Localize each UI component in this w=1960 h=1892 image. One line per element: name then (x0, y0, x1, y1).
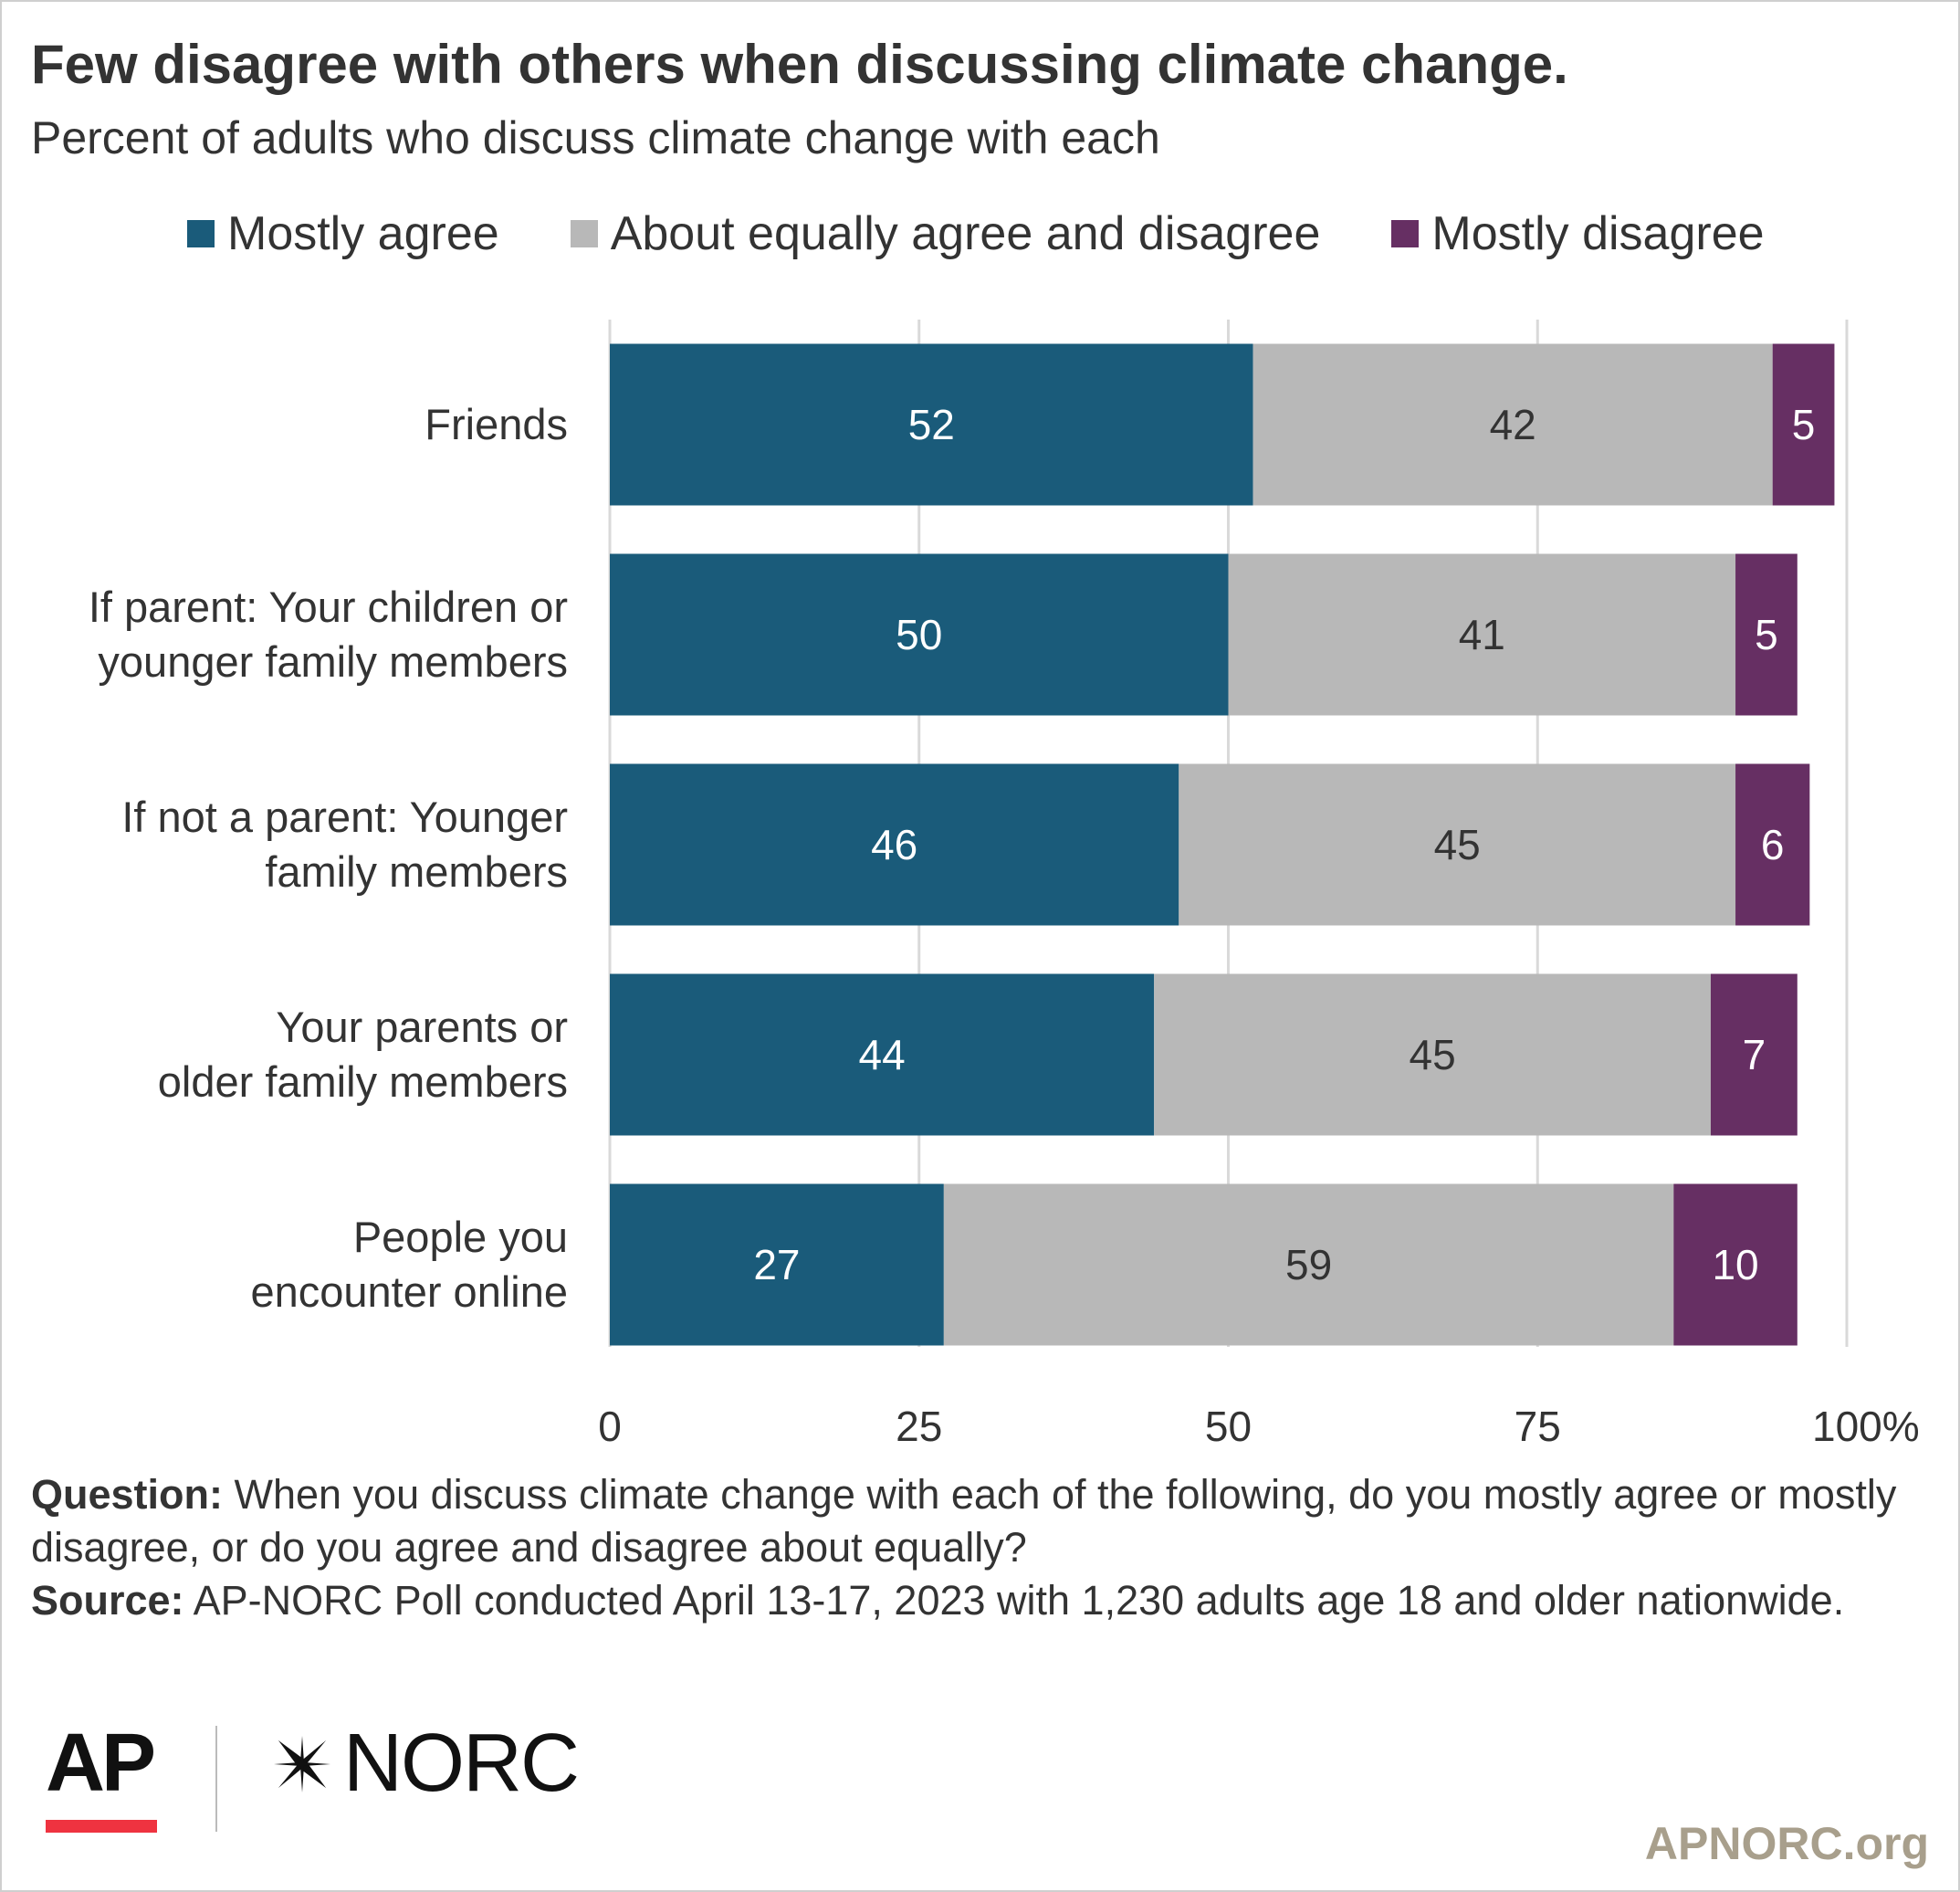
bar-mostly-agree-3 (610, 973, 1155, 1136)
x-tick-label-25: 25 (896, 1403, 942, 1450)
category-labels: Friends If parent: Your children or younge… (89, 400, 568, 1316)
norc-star-icon (274, 1735, 330, 1792)
source-text: AP-NORC Poll conducted April 13-17, 2023… (183, 1577, 1845, 1624)
value-label-mostly-agree-3: 44 (859, 1031, 906, 1078)
source-label: Source: (31, 1577, 184, 1624)
bar-mostly-disagree-0 (1772, 343, 1835, 506)
legend-label-mostly-disagree: Mostly disagree (1431, 207, 1765, 260)
legend-item-about-equally: About equally agree and disagree (570, 206, 1321, 261)
x-tick-label-100: 100% (1812, 1403, 1920, 1450)
chart-notes: Question: When you discuss climate chang… (31, 1468, 1912, 1627)
bar-about-equally-agree-and-disagree-1 (1228, 553, 1736, 716)
legend-item-mostly-agree: Mostly agree (187, 206, 499, 261)
logo-divider (215, 1726, 217, 1832)
ap-logo-underline (46, 1820, 157, 1833)
question-text: When you discuss climate change with eac… (31, 1471, 1897, 1571)
category-label-2-line-0: If not a parent: Younger (121, 793, 568, 841)
value-label-mostly-agree-1: 50 (896, 611, 942, 658)
value-label-mostly-disagree-4: 10 (1712, 1241, 1758, 1288)
stacked-bar-chart: 52 42 5 50 41 5 46 45 6 44 45 7 27 59 10 Friends If par… (89, 320, 1920, 1450)
bar-about-equally-agree-and-disagree-3 (1154, 973, 1711, 1136)
source-note: Source: AP-NORC Poll conducted April 13-… (31, 1574, 1912, 1627)
chart-title: Few disagree with others when discussing… (31, 34, 1568, 95)
category-label-1-line-1: younger family members (98, 637, 568, 686)
value-label-about-equally-agree-and-disagree-2: 45 (1434, 821, 1481, 868)
value-label-mostly-disagree-3: 7 (1743, 1031, 1766, 1078)
category-label-3-line-1: older family members (158, 1057, 568, 1106)
bar-mostly-disagree-4 (1673, 1183, 1798, 1346)
value-label-mostly-agree-0: 52 (908, 401, 955, 448)
norc-logo-text: NORC (343, 1718, 580, 1809)
legend-label-mostly-agree: Mostly agree (227, 207, 499, 260)
category-label-4-line-1: encounter online (250, 1267, 568, 1316)
bar-about-equally-agree-and-disagree-4 (943, 1183, 1674, 1346)
chart-subtitle: Percent of adults who discuss climate ch… (31, 112, 1160, 163)
value-label-mostly-agree-4: 27 (753, 1241, 800, 1288)
bar-mostly-agree-1 (610, 553, 1229, 716)
legend-swatch-about-equally (570, 220, 598, 247)
x-tick-label-50: 50 (1205, 1403, 1252, 1450)
bar-mostly-disagree-1 (1735, 553, 1798, 716)
legend-label-about-equally: About equally agree and disagree (610, 207, 1321, 260)
value-label-about-equally-agree-and-disagree-1: 41 (1459, 611, 1505, 658)
value-label-mostly-disagree-1: 5 (1755, 611, 1778, 658)
norc-logo: NORC (265, 1717, 580, 1811)
category-label-4-line-0: People you (353, 1213, 568, 1261)
website-link[interactable]: APNORC.org (1644, 1818, 1929, 1869)
bar-mostly-agree-0 (610, 343, 1253, 506)
value-label-mostly-disagree-0: 5 (1792, 401, 1816, 448)
x-tick-label-75: 75 (1515, 1403, 1561, 1450)
category-label-0-line-0: Friends (424, 400, 568, 448)
x-tick-label-0: 0 (598, 1403, 622, 1450)
value-label-about-equally-agree-and-disagree-3: 45 (1409, 1031, 1455, 1078)
ap-logo: AP (46, 1718, 156, 1809)
bar-about-equally-agree-and-disagree-0 (1253, 343, 1773, 506)
x-axis-tick-labels: 0 25 50 75 100% (598, 1403, 1919, 1450)
legend-item-mostly-disagree: Mostly disagree (1391, 206, 1765, 261)
legend-swatch-mostly-agree (187, 220, 215, 247)
legend: Mostly agree About equally agree and dis… (187, 206, 1765, 261)
question-note: Question: When you discuss climate chang… (31, 1468, 1912, 1574)
bar-mostly-agree-4 (610, 1183, 944, 1346)
value-label-mostly-disagree-2: 6 (1761, 821, 1785, 868)
value-label-about-equally-agree-and-disagree-4: 59 (1285, 1241, 1332, 1288)
legend-swatch-mostly-disagree (1391, 220, 1420, 247)
bar-about-equally-agree-and-disagree-2 (1179, 763, 1736, 926)
category-label-2-line-1: family members (265, 847, 568, 896)
category-label-1-line-0: If parent: Your children or (89, 583, 568, 631)
bar-mostly-agree-2 (610, 763, 1179, 926)
bars: 52 42 5 50 41 5 46 45 6 44 45 7 27 59 10 (610, 343, 1835, 1346)
question-label: Question: (31, 1471, 223, 1518)
bar-mostly-disagree-2 (1735, 763, 1810, 926)
category-label-3-line-0: Your parents or (276, 1003, 568, 1051)
value-label-mostly-agree-2: 46 (871, 821, 917, 868)
value-label-about-equally-agree-and-disagree-0: 42 (1490, 401, 1536, 448)
bar-mostly-disagree-3 (1710, 973, 1798, 1136)
